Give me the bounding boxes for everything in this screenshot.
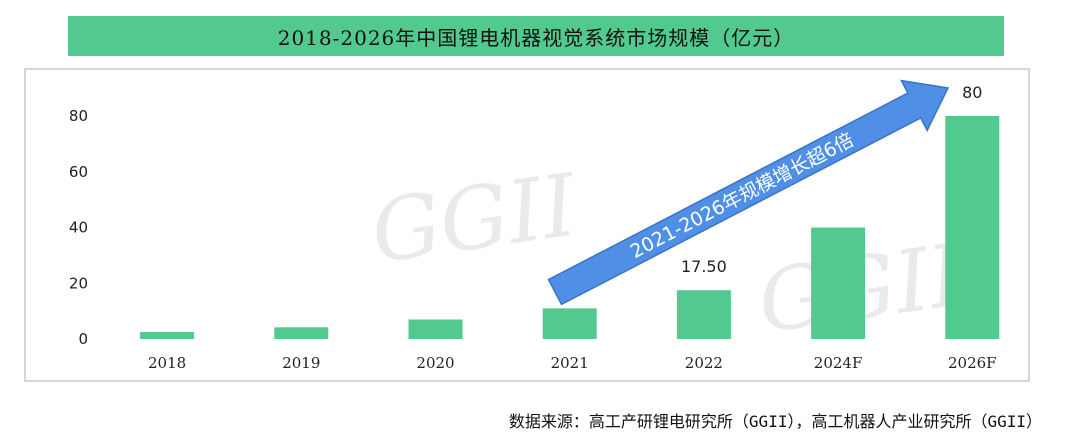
data-label: 17.50 [681,257,727,276]
x-tick-label: 2019 [282,354,320,372]
data-label: 80 [962,83,982,102]
y-axis: 0 20 40 60 80 [69,107,88,348]
source-note: 数据来源：高工产研锂电研究所（GGII），高工机器人产业研究所（GGII） [508,412,1042,431]
arrow-body [547,79,950,306]
x-tick-label: 2024F [814,354,863,372]
y-tick-label: 80 [69,107,88,125]
bar-2021 [542,308,597,339]
watermark-text: GGII [365,155,584,283]
y-tick-label: 0 [78,330,88,348]
x-tick-label: 2026F [948,354,997,372]
bar-2024F [811,227,866,339]
x-tick-label: 2022 [685,354,723,372]
chart-title: 2018-2026年中国锂电机器视觉系统市场规模（亿元） [277,25,795,50]
bar-2018 [140,332,195,339]
y-tick-label: 40 [69,219,88,237]
x-axis: 2018 2019 2020 2021 2022 2024F 2026F [148,354,997,372]
bar-2026F [945,116,1000,339]
y-tick-label: 20 [69,274,88,292]
data-labels: 17.50 80 [681,83,982,276]
bar-2020 [408,319,463,339]
bar-2022 [676,290,731,339]
x-tick-label: 2021 [551,354,589,372]
y-tick-label: 60 [69,163,88,181]
x-tick-label: 2018 [148,354,186,372]
x-tick-label: 2020 [416,354,454,372]
chart-title-bar: 2018-2026年中国锂电机器视觉系统市场规模（亿元） [68,16,1004,56]
bar-2019 [274,327,329,339]
bars [140,116,1000,339]
